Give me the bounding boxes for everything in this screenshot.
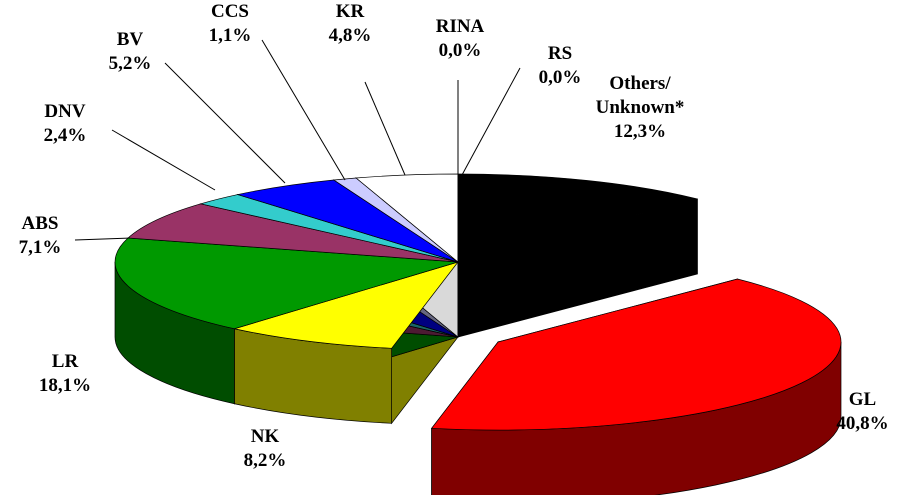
label-name: KR bbox=[335, 1, 365, 22]
slice-label: DNV 2,4% bbox=[20, 100, 110, 148]
label-value: 2,4% bbox=[43, 125, 87, 146]
leader-lines bbox=[74, 39, 521, 241]
label-name: ABS bbox=[21, 213, 59, 234]
slice bbox=[430, 278, 842, 431]
label-name: BV bbox=[116, 29, 144, 50]
label-name: Others/ Unknown* bbox=[595, 73, 685, 118]
label-value: 18,1% bbox=[38, 375, 92, 396]
label-value: 0,0% bbox=[438, 40, 482, 61]
slice bbox=[127, 203, 459, 263]
label-name: LR bbox=[51, 351, 79, 372]
label-value: 8,2% bbox=[243, 450, 287, 471]
slice-label: LR 18,1% bbox=[15, 350, 115, 398]
label-name: GL bbox=[848, 389, 877, 410]
label-name: NK bbox=[250, 426, 280, 447]
slice-label: KR 4,8% bbox=[310, 0, 390, 48]
slice-label: ABS 7,1% bbox=[0, 212, 80, 260]
slice-label: RS 0,0% bbox=[520, 42, 600, 90]
label-name: DNV bbox=[44, 101, 86, 122]
leader-line bbox=[164, 62, 286, 184]
slice-label: BV 5,2% bbox=[90, 28, 170, 76]
label-value: 4,8% bbox=[328, 25, 372, 46]
label-value: 40,8% bbox=[836, 413, 889, 434]
label-value: 12,3% bbox=[613, 121, 667, 142]
leader-line bbox=[364, 81, 406, 176]
slice-label: CCS 1,1% bbox=[190, 0, 270, 48]
slice-label: GL 40,8% bbox=[815, 388, 910, 436]
slice bbox=[114, 237, 459, 330]
label-name: RS bbox=[547, 43, 573, 64]
label-value: 7,1% bbox=[18, 237, 62, 258]
slice bbox=[233, 261, 459, 349]
label-name: RINA bbox=[435, 16, 485, 37]
outer-walls bbox=[114, 261, 842, 495]
top-faces bbox=[114, 173, 842, 431]
slice-label: RINA 0,0% bbox=[415, 15, 505, 63]
slice-label: NK 8,2% bbox=[225, 425, 305, 473]
label-value: 5,2% bbox=[108, 53, 152, 74]
leader-line bbox=[74, 237, 131, 241]
leader-line bbox=[111, 129, 216, 191]
label-value: 0,0% bbox=[538, 67, 582, 88]
leader-line bbox=[261, 39, 346, 181]
label-name: CCS bbox=[210, 1, 249, 22]
leader-line bbox=[461, 67, 521, 176]
slice-label: Others/ Unknown* 12,3% bbox=[585, 72, 695, 144]
slice bbox=[457, 173, 698, 263]
label-value: 1,1% bbox=[208, 25, 252, 46]
